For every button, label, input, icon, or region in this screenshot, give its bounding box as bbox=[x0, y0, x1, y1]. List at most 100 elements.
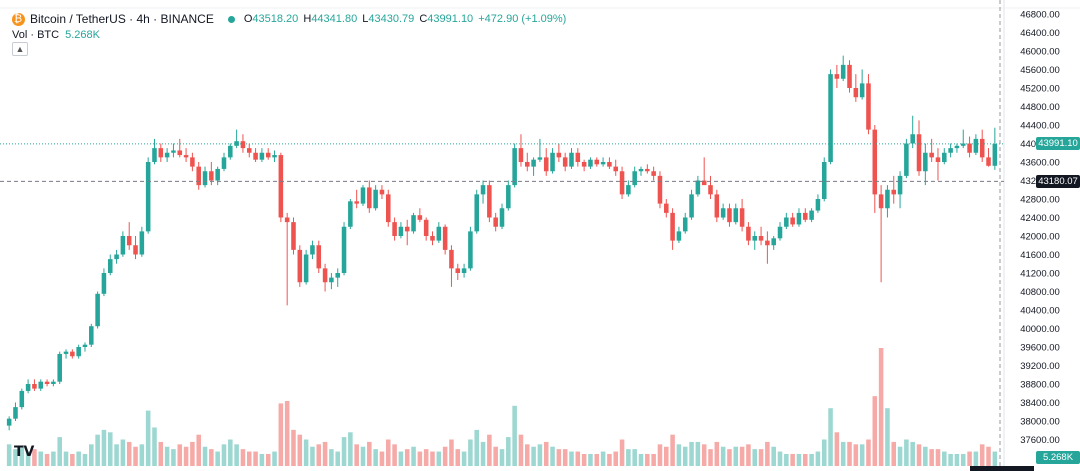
candle-body bbox=[493, 217, 498, 227]
candle-body bbox=[417, 215, 423, 220]
volume-bar bbox=[348, 432, 353, 466]
candle-body bbox=[316, 245, 322, 269]
candle-body bbox=[676, 231, 682, 241]
y-tick-label: 39600.00 bbox=[1020, 343, 1060, 354]
y-tick-label: 43600.00 bbox=[1020, 158, 1060, 169]
y-tick-label: 38400.00 bbox=[1020, 398, 1060, 409]
volume-bar bbox=[632, 449, 637, 466]
candle-body bbox=[821, 162, 827, 199]
candle-body bbox=[398, 226, 404, 236]
y-tick-label: 40800.00 bbox=[1020, 287, 1060, 298]
volume-bar bbox=[765, 441, 770, 466]
volume-bar bbox=[183, 446, 189, 466]
volume-bar bbox=[367, 441, 372, 466]
volume-bar bbox=[101, 429, 107, 466]
candle-body bbox=[935, 157, 941, 162]
volume-bar bbox=[714, 441, 720, 466]
candle-body bbox=[619, 171, 625, 195]
y-tick-label: 37600.00 bbox=[1020, 435, 1060, 446]
volume-bar bbox=[986, 446, 991, 466]
candle-body bbox=[651, 171, 656, 176]
candle-body bbox=[133, 245, 138, 255]
candle-body bbox=[139, 231, 145, 255]
volume-bar bbox=[979, 444, 985, 466]
volume-bar bbox=[916, 444, 922, 466]
volume-bar bbox=[954, 453, 960, 466]
candle-body bbox=[948, 148, 953, 153]
candle-body bbox=[834, 74, 840, 79]
candle-body bbox=[537, 157, 543, 160]
candle-body bbox=[682, 217, 688, 232]
candle-body bbox=[758, 236, 764, 241]
candle-body bbox=[373, 189, 378, 209]
candle-body bbox=[727, 208, 732, 223]
symbol-title[interactable]: Bitcoin / TetherUS · 4h · BINANCE bbox=[30, 12, 214, 26]
candle-body bbox=[240, 141, 246, 149]
candle-body bbox=[284, 217, 290, 223]
volume-bar bbox=[929, 449, 934, 466]
volume-bar bbox=[177, 444, 183, 466]
volume-bar bbox=[152, 427, 157, 466]
volume-bar bbox=[872, 396, 878, 466]
chevron-up-icon[interactable]: ▲ bbox=[12, 42, 28, 56]
volume-bar bbox=[373, 449, 378, 466]
candle-body bbox=[670, 212, 675, 241]
candle-body bbox=[796, 212, 802, 225]
candle-body bbox=[720, 208, 726, 218]
candle-body bbox=[954, 145, 960, 149]
y-tick-label: 40000.00 bbox=[1020, 324, 1060, 335]
volume-bar bbox=[859, 444, 865, 466]
volume-bar bbox=[664, 446, 669, 466]
candle-body bbox=[897, 175, 903, 195]
candle-body bbox=[51, 381, 56, 384]
volume-bar bbox=[708, 449, 713, 466]
candle-body bbox=[979, 138, 985, 158]
volume-bar bbox=[107, 432, 113, 466]
y-tick-label: 40400.00 bbox=[1020, 306, 1060, 317]
close-label: C bbox=[419, 13, 428, 25]
candle-body bbox=[891, 189, 897, 195]
volume-bar bbox=[904, 439, 909, 466]
volume-bar bbox=[221, 444, 227, 466]
y-tick-label: 45600.00 bbox=[1020, 65, 1060, 76]
candle-body bbox=[752, 236, 758, 241]
candle-body bbox=[411, 215, 416, 232]
candle-body bbox=[992, 143, 998, 166]
volume-bar bbox=[518, 434, 524, 466]
volume-bar bbox=[70, 453, 75, 466]
candle-body bbox=[790, 217, 795, 225]
candle-body bbox=[25, 384, 31, 391]
candle-body bbox=[474, 194, 480, 232]
volume-bar bbox=[960, 453, 966, 466]
candle-body bbox=[569, 152, 574, 167]
candle-body bbox=[600, 162, 606, 165]
volume-bar bbox=[158, 441, 164, 466]
volume-bar bbox=[246, 451, 252, 466]
volume-bar bbox=[676, 444, 682, 466]
candle-body bbox=[107, 259, 113, 273]
y-tick-label: 42000.00 bbox=[1020, 232, 1060, 243]
volume-bar bbox=[145, 410, 151, 466]
volume-bar bbox=[815, 451, 821, 466]
candle-body bbox=[335, 273, 340, 278]
candle-body bbox=[430, 236, 435, 241]
candle-body bbox=[152, 148, 157, 162]
candle-body bbox=[32, 384, 37, 389]
y-tick-label: 38000.00 bbox=[1020, 417, 1060, 428]
volume-bar bbox=[291, 429, 296, 466]
volume-bar bbox=[581, 453, 587, 466]
candle-body bbox=[38, 381, 44, 389]
volume-bar bbox=[209, 449, 214, 466]
volume-bar bbox=[303, 439, 309, 466]
candle-body bbox=[367, 187, 372, 209]
low-label: L bbox=[362, 13, 369, 25]
candle-body bbox=[828, 74, 833, 162]
tradingview-logo: TV bbox=[14, 444, 35, 460]
volume-bar bbox=[499, 449, 505, 466]
candle-body bbox=[518, 148, 524, 162]
volume-bar bbox=[790, 453, 795, 466]
candle-body bbox=[695, 180, 701, 195]
volume-bar bbox=[341, 437, 347, 466]
